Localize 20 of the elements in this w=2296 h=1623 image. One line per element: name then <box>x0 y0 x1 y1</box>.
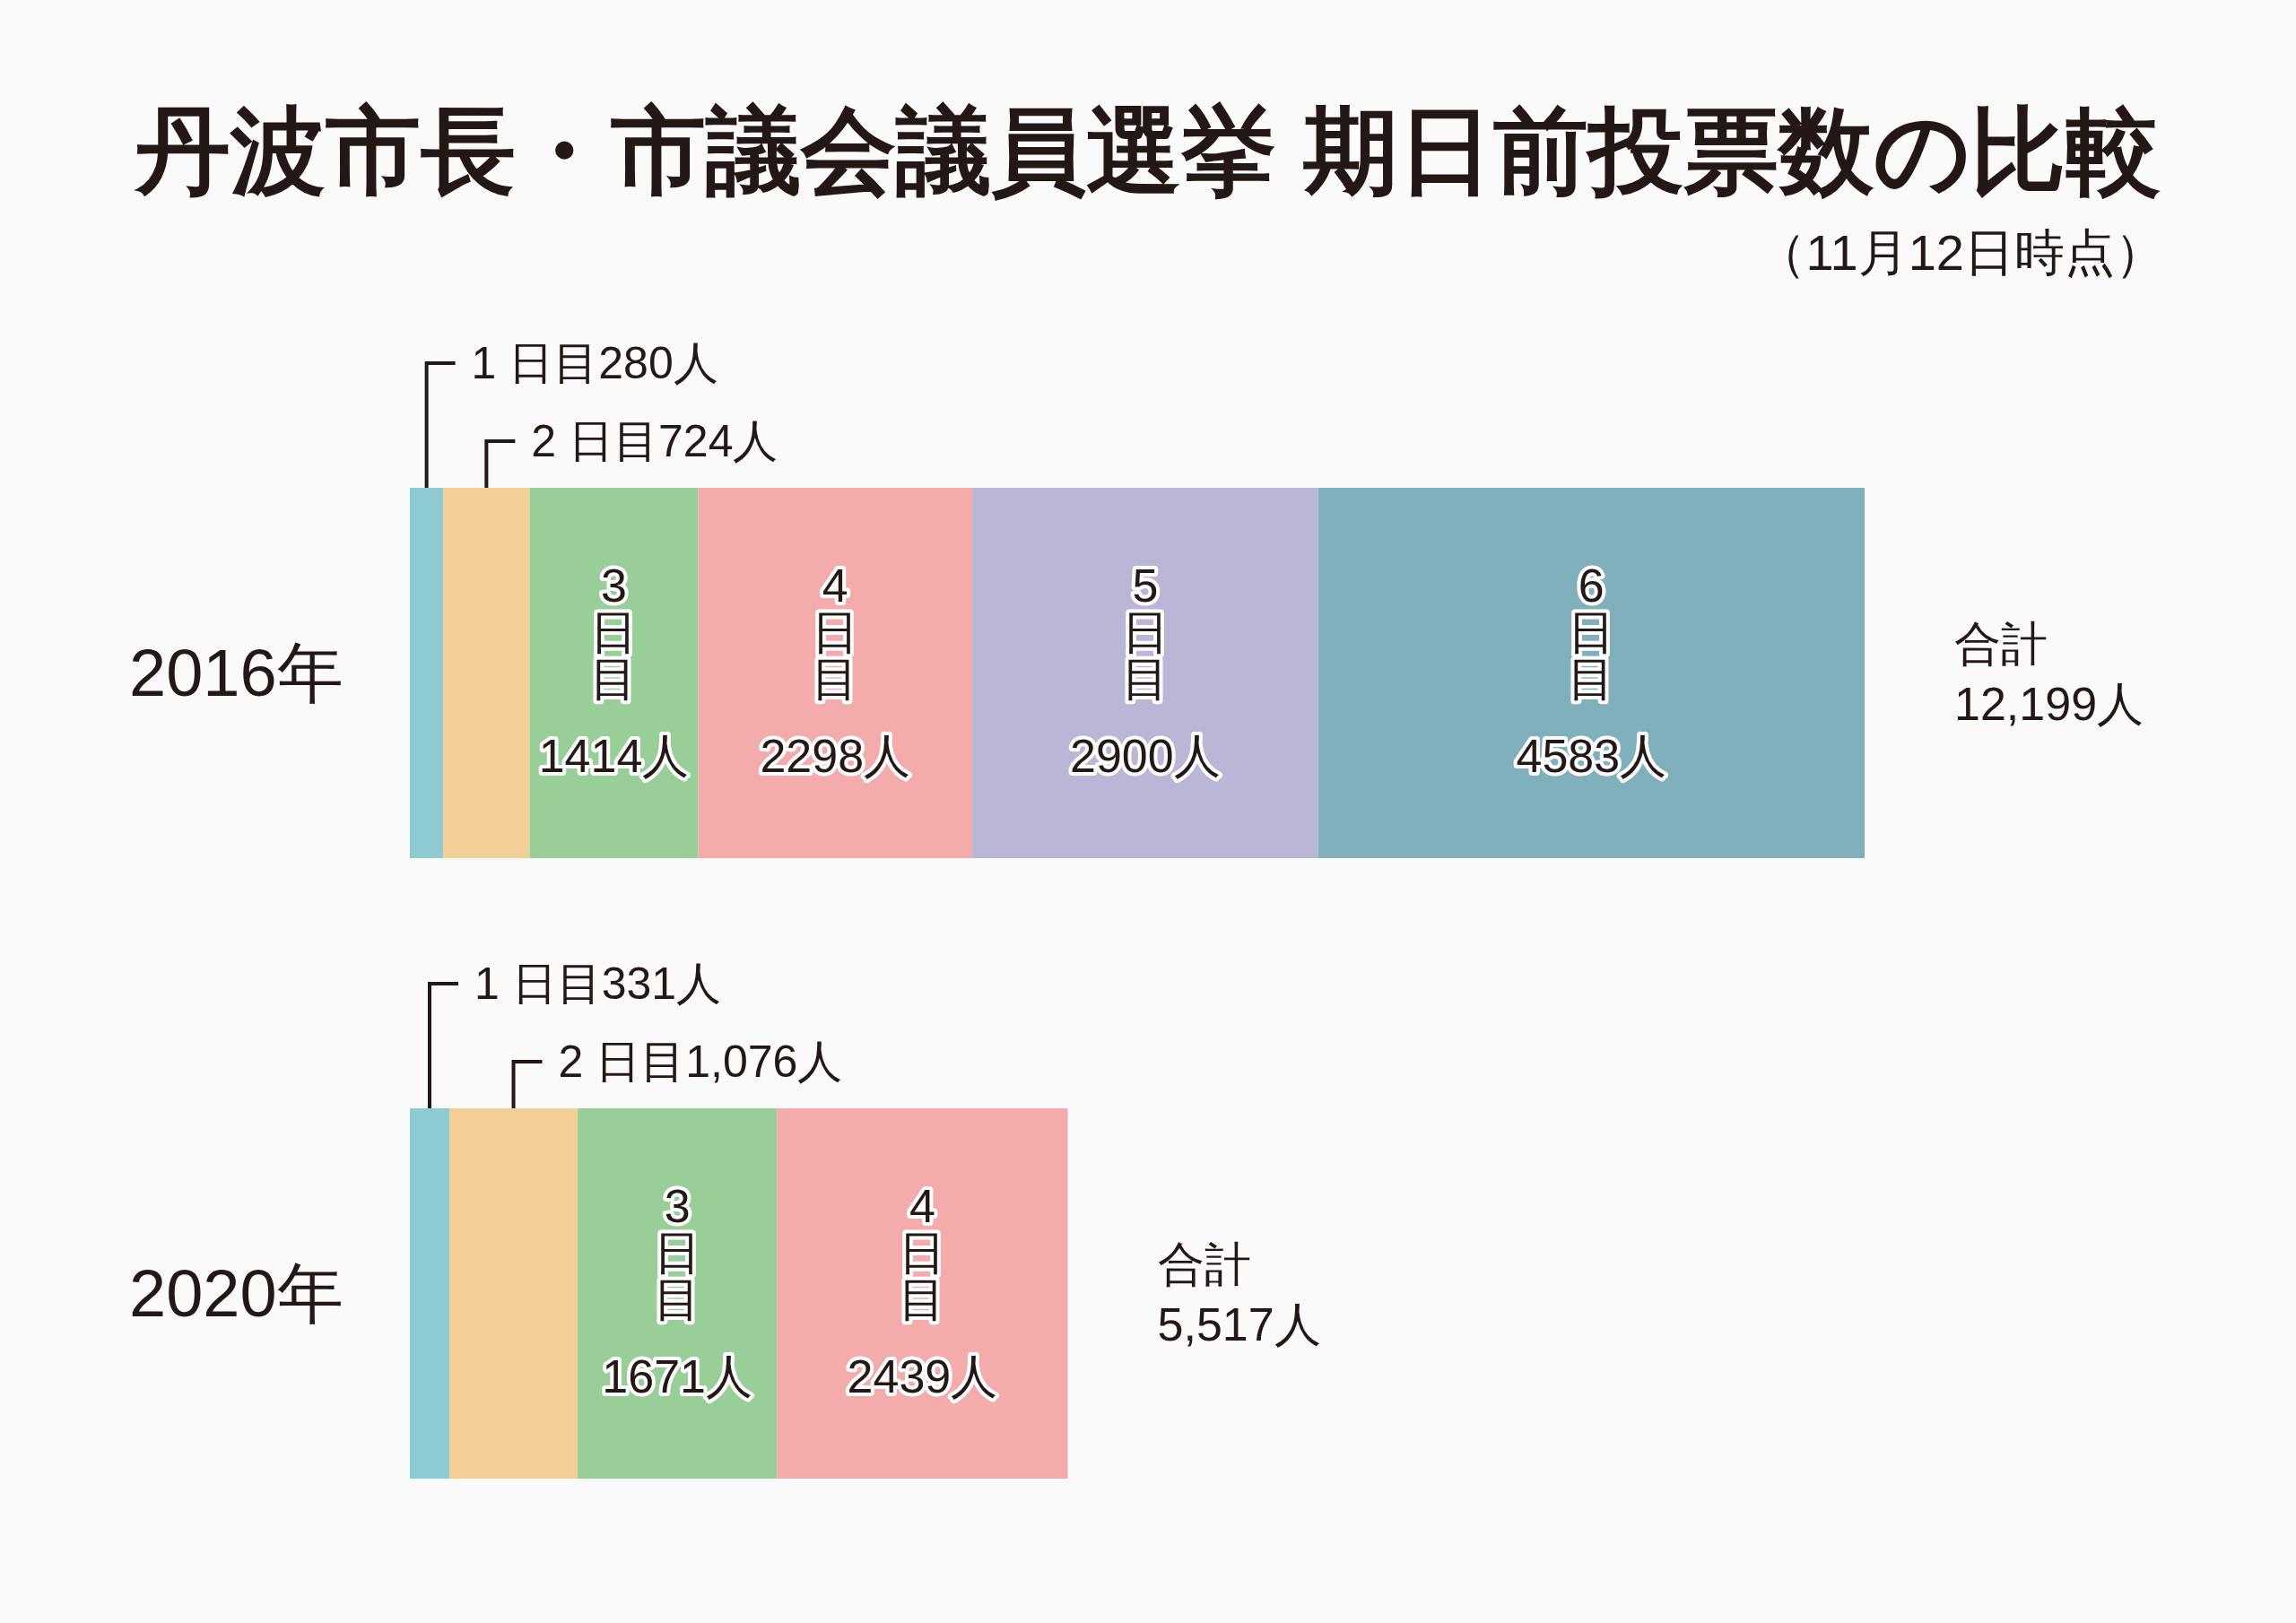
bar <box>449 1108 578 1479</box>
chart-subtitle: （11月12日時点） <box>1755 223 2165 281</box>
chart-title: 丹波市長・市議会議員選挙 期日前投票数の比較 <box>134 98 2161 204</box>
y-tick-label: 2020年 <box>129 1256 344 1331</box>
bar <box>972 488 1318 858</box>
segment-label: 3日目 1414人 <box>538 559 690 782</box>
segment-label: 5日目 2900人 <box>1070 559 1221 782</box>
segment-label: 2 日目724人 <box>484 416 778 488</box>
segment-label: 4日目 2298人 <box>760 559 911 782</box>
y-tick-label: 2016年 <box>129 636 344 710</box>
segment-label: 2 日目1,076人 <box>511 1037 843 1108</box>
segment-label: 6日目 4583人 <box>1516 559 1667 782</box>
bar <box>443 488 530 858</box>
total: 合計 12,199人 <box>1954 617 2144 730</box>
bar <box>777 1108 1068 1479</box>
segment-label: 3日目 1671人 <box>602 1179 752 1402</box>
total: 合計 5,517人 <box>1157 1237 1321 1350</box>
segment-label: 4日目 2439人 <box>847 1179 998 1402</box>
bar <box>698 488 973 858</box>
bar <box>1318 488 1865 858</box>
